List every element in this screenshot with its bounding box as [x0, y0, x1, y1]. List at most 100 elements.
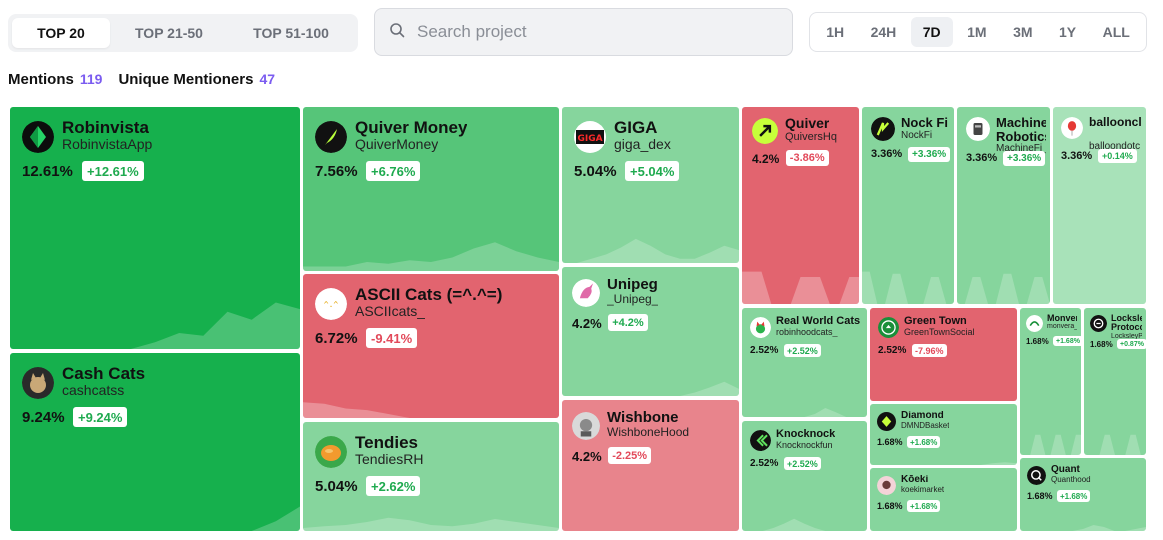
mentions-stats: Mentions 119 Unique Mentioners 47 — [8, 71, 285, 88]
project-name: Tendies — [355, 434, 418, 452]
mindshare-percent: 3.36% — [871, 148, 903, 160]
mindshare-percent: 3.36% — [966, 152, 998, 164]
time-tab-1y[interactable]: 1Y — [1058, 24, 1077, 40]
mindshare-percent: 12.61% — [22, 163, 73, 180]
search-icon — [389, 22, 405, 43]
mindshare-percent: 5.04% — [574, 163, 617, 180]
mindshare-percent: 1.68% — [1090, 340, 1113, 349]
time-tab-1m[interactable]: 1M — [967, 24, 987, 40]
mentions-count: 119 — [79, 71, 103, 87]
change-badge: +1.68% — [1057, 490, 1091, 502]
green-diamond-icon — [22, 121, 54, 153]
change-badge: +6.76% — [366, 161, 421, 181]
project-handle: LocksleyPro — [1111, 332, 1142, 340]
treemap-tile-monvera[interactable]: Monveramonvera_ 1.68% +1.68% — [1020, 308, 1081, 455]
project-name: Real World Cats — [776, 316, 861, 327]
change-badge: +1.68% — [907, 436, 941, 448]
mentions-label: Mentions — [8, 71, 74, 88]
treemap-tile-robinhoodcats[interactable]: Real World Cats robinhoodcats_ 2.52% +2.52% — [742, 308, 867, 417]
change-badge: +1.68% — [907, 500, 941, 512]
treemap-tile-asciicats[interactable]: ^.^ ASCII Cats (=^.^=) ASCIIcats_ 6.72% -9.4… — [303, 274, 559, 418]
project-name: Wishbone — [607, 410, 679, 426]
project-handle: cashcatss — [62, 382, 125, 398]
change-badge: +12.61% — [82, 161, 144, 181]
unique-mentioners-count: 47 — [259, 71, 276, 87]
monvera-icon — [1026, 315, 1043, 332]
change-badge: +3.36% — [908, 147, 951, 162]
sparkline — [742, 518, 867, 531]
treemap-tile-dmndbasket[interactable]: Diamond DMNDBasket 1.68% +1.68% — [870, 404, 1017, 465]
tab-top-51-100[interactable]: TOP 51-100 — [253, 25, 329, 41]
treemap-tile-giga-dex[interactable]: GIGA GIGA giga_dex 5.04% +5.04% — [562, 107, 739, 263]
project-handle: QuiversHq — [785, 130, 837, 143]
change-badge: +4.2% — [608, 314, 648, 331]
change-badge: +2.62% — [366, 476, 421, 496]
project-handle: WishboneHood — [607, 425, 690, 439]
treemap-tile-unipeg[interactable]: Unipeg _Unipeg_ 4.2% +4.2% — [562, 267, 739, 396]
time-tab-3m[interactable]: 3M — [1013, 24, 1033, 40]
treemap-tile-quivermoney[interactable]: Quiver Money QuiverMoney 7.56% +6.76% — [303, 107, 559, 271]
change-badge: -3.86% — [785, 150, 829, 166]
wishbone-avatar-icon — [572, 412, 600, 440]
sparkline — [870, 462, 1017, 465]
treemap-tile-robinvistaapp[interactable]: Robinvista RobinvistaApp 12.61% +12.61% — [10, 107, 300, 349]
tab-top-20[interactable]: TOP 20 — [12, 18, 110, 48]
sparkline — [562, 238, 739, 263]
project-handle: _Unipeg_ — [607, 292, 659, 306]
project-name: Knocknock — [776, 429, 836, 440]
project-handle: DMNDBasket — [901, 421, 950, 430]
project-handle: giga_dex — [614, 136, 671, 152]
tab-top-21-50[interactable]: TOP 21-50 — [135, 25, 203, 41]
quant-icon — [1027, 466, 1046, 485]
mindshare-percent: 1.68% — [877, 437, 903, 447]
sparkline — [1084, 434, 1146, 455]
diamond-icon — [877, 412, 896, 431]
sparkline — [957, 273, 1050, 304]
treemap-tile-cashcatss[interactable]: Cash Cats cashcatss 9.24% +9.24% — [10, 353, 300, 531]
knock-icon — [750, 430, 771, 451]
project-name: MachineFi Robotics — [996, 116, 1046, 144]
treemap-tile-quivershq[interactable]: Quiver QuiversHq 4.2% -3.86% — [742, 107, 859, 304]
mindshare-percent: 4.2% — [572, 449, 602, 464]
svg-text:^.^: ^.^ — [324, 300, 339, 309]
mindshare-percent: 2.52% — [878, 345, 907, 356]
mindshare-percent: 6.72% — [315, 330, 358, 347]
treemap-tile-machinefi[interactable]: MachineFi RoboticsMachineFi_3.36% +3.36% — [957, 107, 1050, 304]
mindshare-percent: 2.52% — [750, 345, 779, 356]
project-name: Green Town — [904, 316, 967, 327]
change-badge: +0.14% — [1098, 149, 1137, 163]
treemap-tile-quanthood[interactable]: Quant Quanthood 1.68% +1.68% — [1020, 458, 1146, 531]
change-badge: +2.52% — [784, 457, 821, 470]
sparkline — [10, 506, 300, 531]
treemap-tile-nockfi[interactable]: Nock Fi NockFi 3.36% +3.36% — [862, 107, 954, 304]
time-tab-all[interactable]: ALL — [1102, 24, 1130, 40]
time-tab-1h[interactable]: 1H — [826, 24, 845, 40]
balloon-icon — [1061, 117, 1083, 139]
mindshare-percent: 1.68% — [1027, 491, 1053, 501]
sparkline — [303, 402, 559, 418]
project-name: Kōeki — [901, 475, 929, 485]
treemap-tile-knocknockfun[interactable]: Knocknock Knocknockfun 2.52% +2.52% — [742, 421, 867, 531]
change-badge: -9.41% — [366, 328, 418, 348]
search-input[interactable] — [417, 22, 757, 42]
treemap-tile-locksleypro[interactable]: Locksley ProtocolLocksleyPro1.68% +0.87% — [1084, 308, 1146, 455]
mindshare-percent: 4.2% — [572, 316, 602, 331]
cat-icon — [750, 317, 771, 338]
time-tab-7d[interactable]: 7D — [910, 17, 953, 47]
time-tab-24h[interactable]: 24H — [870, 24, 897, 40]
mindshare-percent: 1.68% — [877, 501, 903, 511]
treemap-tile-tendiesrh[interactable]: Tendies TendiesRH 5.04% +2.62% — [303, 422, 559, 531]
unique-mentioners-label: Unique Mentioners — [118, 71, 254, 88]
giga-logo-icon: GIGA — [574, 121, 606, 153]
treemap-tile-koekimarket[interactable]: Kōeki koekimarket 1.68% +1.68% — [870, 468, 1017, 531]
sparkline — [862, 271, 954, 304]
mindshare-percent: 3.36% — [1061, 150, 1093, 162]
project-handle: balloondotc — [1089, 141, 1141, 153]
treemap-tile-wishbonehood[interactable]: Wishbone WishboneHood 4.2% -2.25% — [562, 400, 739, 531]
feather-icon — [315, 121, 347, 153]
koeki-icon — [877, 476, 896, 495]
cat-avatar-icon — [22, 367, 54, 399]
treemap-tile-greentownsocial[interactable]: Green Town GreenTownSocial 2.52% -7.96% — [870, 308, 1017, 401]
sparkline — [303, 242, 559, 271]
